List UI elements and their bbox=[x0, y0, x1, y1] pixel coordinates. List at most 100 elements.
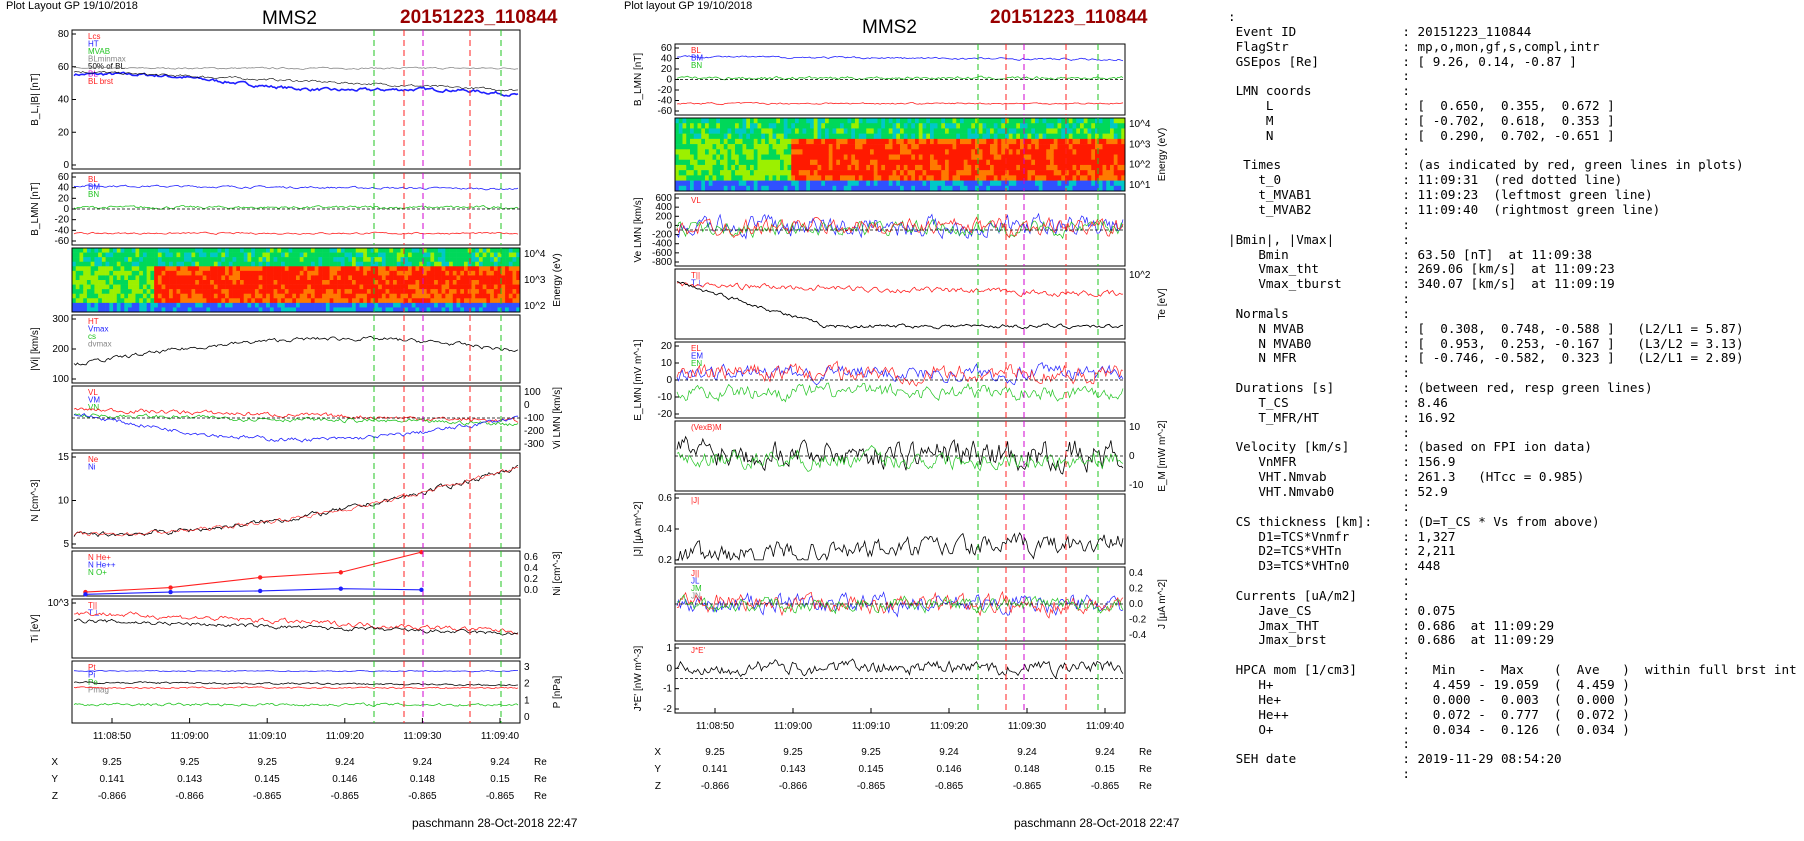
series-line bbox=[74, 618, 519, 636]
right-spacecraft-title: MMS2 bbox=[862, 17, 917, 38]
spectrogram-cell bbox=[1001, 138, 1006, 145]
spectrogram-cell bbox=[389, 248, 394, 253]
spectrogram-cell bbox=[98, 293, 103, 299]
spectrogram-cell bbox=[817, 154, 822, 161]
spectrogram-cell bbox=[990, 138, 995, 145]
spectrogram-cell bbox=[139, 261, 144, 267]
spectrogram-cell bbox=[131, 261, 136, 267]
spectrogram-cell bbox=[956, 133, 961, 140]
spectrogram-cell bbox=[1121, 175, 1126, 181]
spectrogram-cell bbox=[1057, 133, 1062, 140]
spectrogram-cell bbox=[862, 138, 867, 145]
spectrogram-cell bbox=[329, 261, 334, 267]
spectrogram-cell bbox=[478, 275, 483, 281]
spectrogram-cell bbox=[352, 307, 357, 313]
spectrogram-cell bbox=[236, 307, 241, 313]
spectrogram-cell bbox=[430, 302, 435, 308]
spectrogram-cell bbox=[787, 175, 792, 181]
spectrogram-cell bbox=[139, 298, 144, 304]
spectrogram-cell bbox=[986, 138, 991, 145]
spectrogram-cell bbox=[202, 289, 207, 295]
coord-value: -0.866 bbox=[175, 791, 204, 802]
y-tick-label: 40 bbox=[661, 54, 673, 65]
y-tick-label: -20 bbox=[658, 409, 673, 420]
spectrogram-cell bbox=[903, 170, 908, 176]
spectrogram-cell bbox=[675, 118, 680, 124]
spectrogram-cell bbox=[415, 275, 420, 281]
spectrogram-cell bbox=[370, 307, 375, 313]
spectrogram-cell bbox=[419, 270, 424, 276]
spectrogram-cell bbox=[806, 123, 811, 129]
series-line bbox=[676, 435, 1124, 475]
spectrogram-cell bbox=[184, 252, 189, 258]
spectrogram-cell bbox=[952, 164, 957, 171]
spectrogram-cell bbox=[213, 257, 218, 263]
spectrogram-cell bbox=[180, 261, 185, 267]
spectrogram-cell bbox=[228, 302, 233, 308]
spectrogram-cell bbox=[161, 302, 166, 308]
spectrogram-cell bbox=[1117, 133, 1122, 140]
coord-value: -0.865 bbox=[1013, 781, 1042, 792]
spectrogram-cell bbox=[885, 154, 890, 161]
spectrogram-cell bbox=[213, 252, 218, 258]
spectrogram-cell bbox=[1095, 144, 1100, 150]
spectrogram-cell bbox=[873, 149, 878, 155]
spectrogram-cell bbox=[482, 261, 487, 267]
spectrogram-cell bbox=[131, 307, 136, 313]
spectrogram-cell bbox=[471, 248, 476, 253]
spectrogram-cell bbox=[124, 270, 129, 276]
spectrogram-cell bbox=[930, 128, 935, 134]
spectrogram-cell bbox=[832, 170, 837, 176]
spectrogram-cell bbox=[314, 261, 319, 267]
spectrogram-cell bbox=[113, 266, 118, 272]
spectrogram-cell bbox=[505, 275, 510, 281]
spectrogram-cell bbox=[888, 159, 893, 166]
series-line bbox=[73, 669, 519, 673]
spectrogram-cell bbox=[217, 257, 222, 263]
spectrogram-cell bbox=[791, 138, 796, 145]
spectrogram-cell bbox=[288, 280, 293, 285]
spectrogram-cell bbox=[693, 170, 698, 176]
spectrogram-cell bbox=[348, 307, 353, 313]
spectrogram-cell bbox=[221, 284, 226, 290]
spectrogram-cell bbox=[180, 289, 185, 295]
spectrogram-cell bbox=[213, 284, 218, 290]
spectrogram-cell bbox=[1113, 149, 1118, 155]
legend-entry: BL bbox=[691, 46, 701, 55]
spectrogram-cell bbox=[1113, 185, 1118, 192]
spectrogram-cell bbox=[802, 144, 807, 150]
spectrogram-cell bbox=[881, 180, 886, 187]
spectrogram-cell bbox=[1023, 154, 1028, 161]
spectrogram-cell bbox=[933, 170, 938, 176]
spectrogram-cell bbox=[881, 164, 886, 171]
spectrogram-cell bbox=[344, 275, 349, 281]
spectrogram-cell bbox=[109, 261, 114, 267]
spectrogram-cell bbox=[851, 149, 856, 155]
spectrogram-cell bbox=[296, 289, 301, 295]
spectrogram-cell bbox=[370, 298, 375, 304]
spectrogram-cell bbox=[344, 280, 349, 285]
spectrogram-cell bbox=[675, 133, 680, 140]
spectrogram-cell bbox=[832, 133, 837, 140]
spectrogram-cell bbox=[258, 252, 263, 258]
spectrogram-cell bbox=[307, 307, 312, 313]
spectrogram-cell bbox=[686, 123, 691, 129]
spectrogram-cell bbox=[1087, 159, 1092, 166]
spectrogram-cell bbox=[516, 261, 521, 267]
info-line: t_0 : 11:09:31 (red dotted line) bbox=[1258, 172, 1623, 188]
spectrogram-cell bbox=[753, 159, 758, 166]
spectrogram-cell bbox=[385, 261, 390, 267]
spectrogram-cell bbox=[900, 185, 905, 192]
spectrogram-cell bbox=[1057, 138, 1062, 145]
spectrogram-cell bbox=[690, 170, 695, 176]
spectrogram-cell bbox=[374, 293, 379, 299]
spectrogram-cell bbox=[911, 170, 916, 176]
spectrogram-cell bbox=[393, 257, 398, 263]
spectrogram-cell bbox=[738, 175, 743, 181]
spectrogram-cell bbox=[325, 275, 330, 281]
spectrogram-cell bbox=[911, 159, 916, 166]
spectrogram-cell bbox=[862, 185, 867, 192]
spectrogram-cell bbox=[780, 159, 785, 166]
spectrogram-cell bbox=[888, 133, 893, 140]
spectrogram-cell bbox=[1117, 159, 1122, 166]
